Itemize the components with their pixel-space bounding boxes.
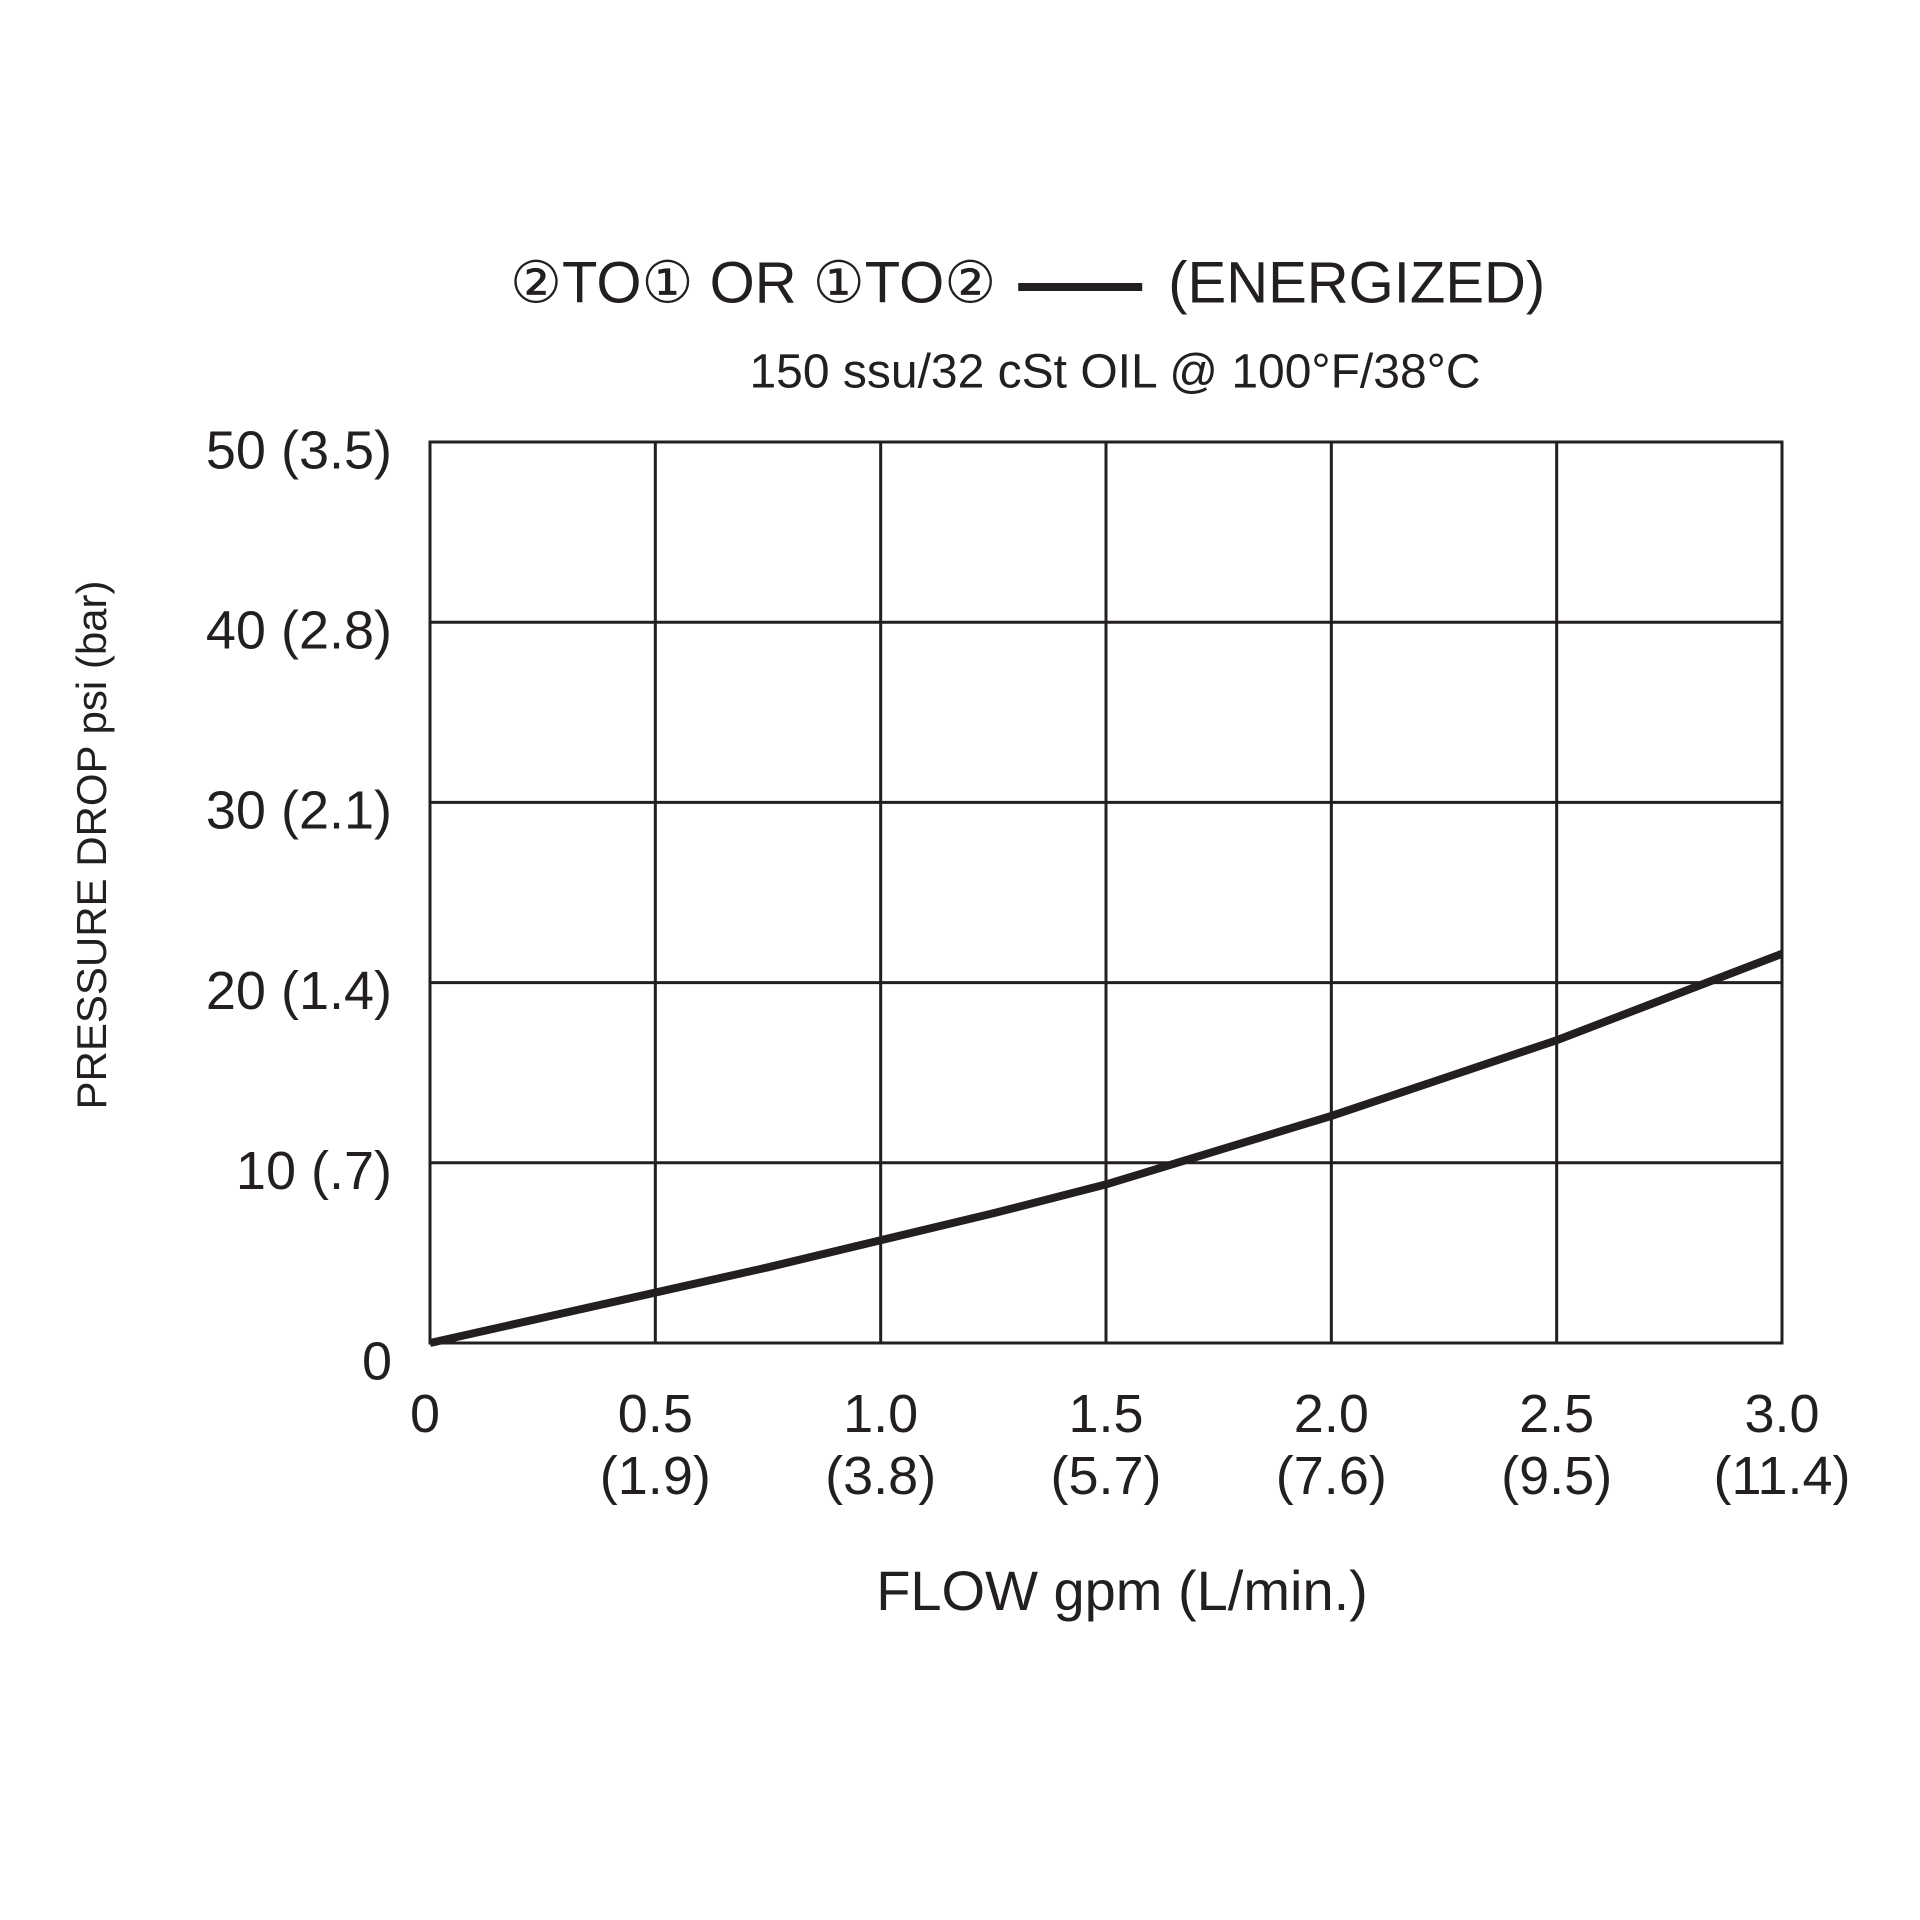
y-tick-label: 20 (1.4) [206,961,392,1021]
x-tick-label: 2.0 (7.6) [1276,1384,1387,1506]
y-tick-label: 40 (2.8) [206,600,392,660]
plot-frame [428,440,1784,1345]
legend-label: (ENERGIZED) [1168,250,1545,315]
x-tick-label: 1.5 (5.7) [1050,1384,1161,1506]
x-axis-label: FLOW gpm (L/min.) [876,1559,1368,1622]
y-tick-label: 30 (2.1) [206,781,392,841]
x-tick-label: 0 [410,1384,440,1444]
y-axis-label: PRESSURE DROP psi (bar) [68,580,115,1109]
x-tick-label: 0.5 (1.9) [600,1384,711,1506]
y-tick-label: 0 [362,1331,392,1391]
chart-subtitle: 150 ssu/32 cSt OIL @ 100°F/38°C [749,346,1480,399]
chart-title: ②TO① OR ①TO② [510,250,996,315]
data-line [429,950,1784,1347]
y-tick-label: 50 (3.5) [206,420,392,480]
x-tick-label: 2.5 (9.5) [1501,1384,1612,1506]
x-tick-label: 3.0 (11.4) [1713,1384,1850,1506]
x-tick-label: 1.0 (3.8) [825,1384,936,1506]
y-tick-label: 10 (.7) [236,1141,392,1201]
